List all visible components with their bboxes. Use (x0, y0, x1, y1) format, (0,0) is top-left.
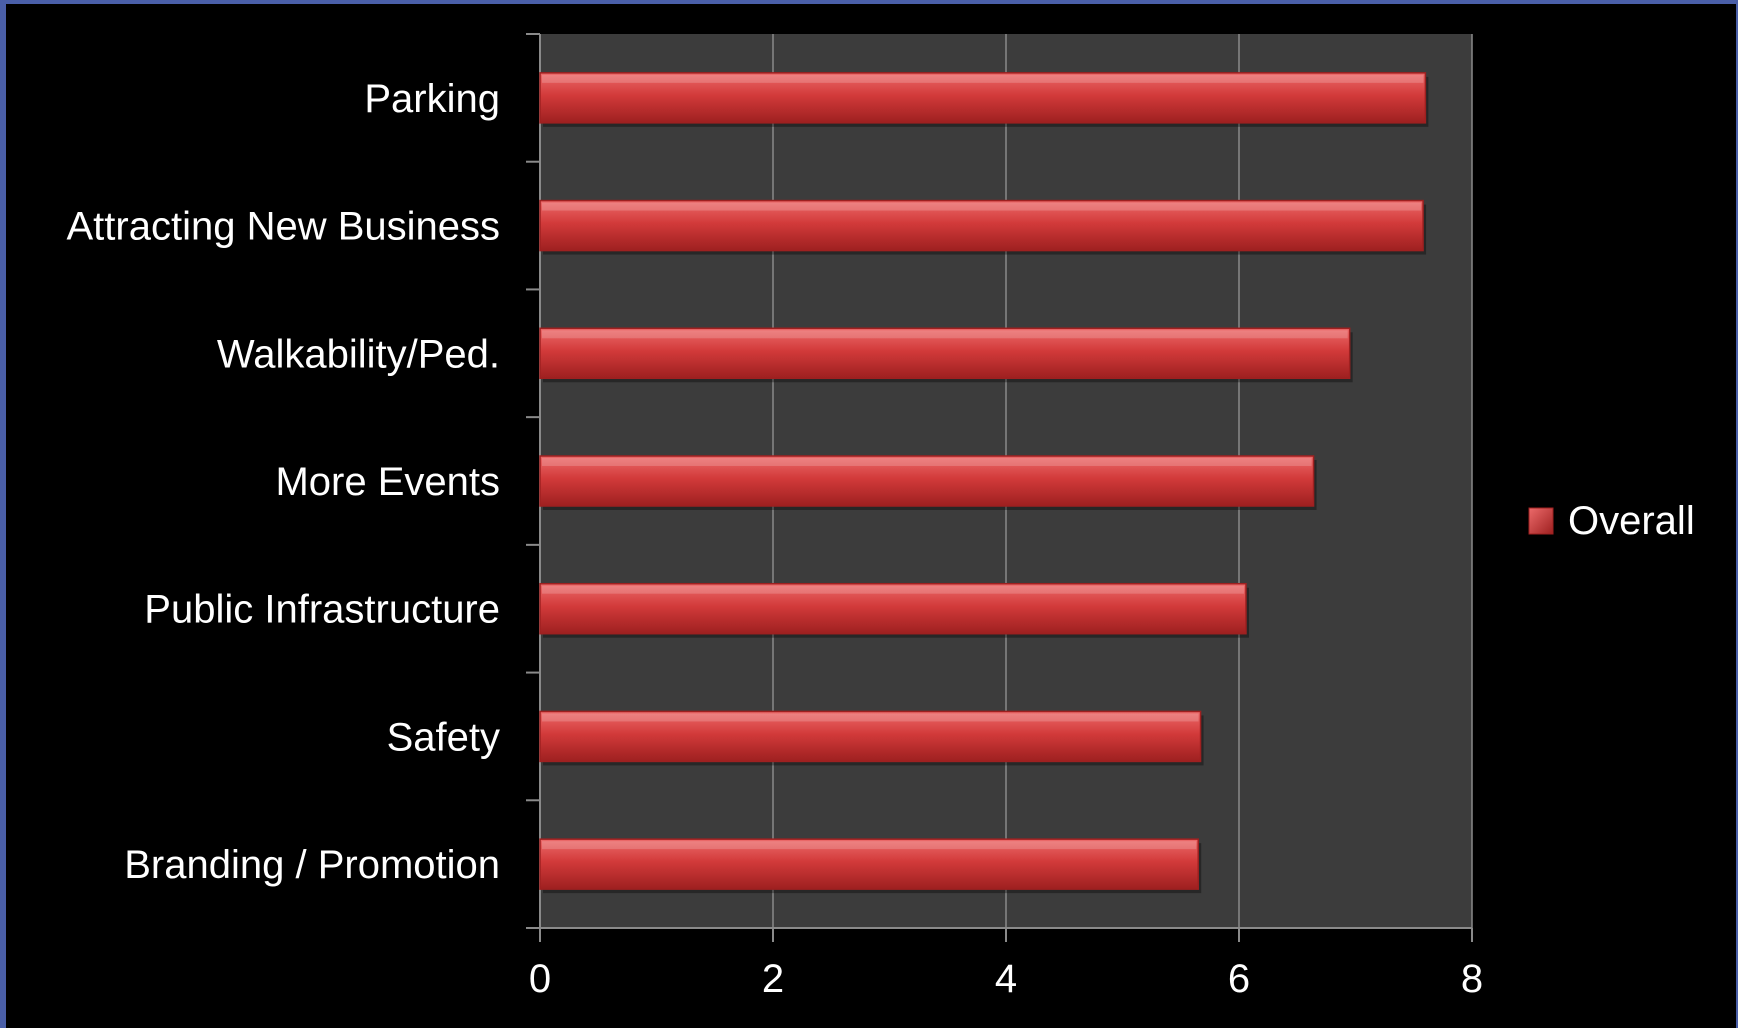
x-tick-label: 0 (529, 957, 551, 1001)
x-tick-label: 2 (762, 957, 784, 1001)
bar-safety (539, 710, 1202, 763)
bar-highlight (542, 841, 1197, 850)
bars (539, 72, 1429, 894)
category-labels: Parking Attracting New Business Walkabilit… (66, 77, 500, 887)
bar-chart: Parking Attracting New Business Walkabilit… (66, 33, 1695, 1001)
bar-more-events (539, 455, 1315, 507)
category-label: Parking (364, 77, 500, 121)
bar-highlight (542, 585, 1244, 594)
bar-highlight (542, 74, 1424, 83)
bar-highlight (542, 202, 1422, 211)
bar-parking (539, 72, 1427, 124)
x-tick-labels: 0 2 4 6 8 (529, 957, 1483, 1001)
bar-public-infrastructure (539, 582, 1247, 635)
bar-highlight (542, 458, 1312, 466)
legend: Overall (1528, 499, 1695, 543)
axes (526, 33, 1473, 942)
x-tick-label: 8 (1461, 957, 1483, 1001)
bar-branding-promotion (539, 838, 1199, 890)
legend-swatch (1528, 507, 1554, 535)
category-label: Branding / Promotion (124, 843, 500, 887)
category-label: Public Infrastructure (144, 588, 500, 632)
legend-label: Overall (1568, 499, 1695, 543)
bar-attracting-new-business (539, 199, 1424, 252)
x-tick-label: 6 (1228, 957, 1250, 1001)
bar-highlight (542, 330, 1348, 339)
bar-walkability-ped (539, 327, 1351, 380)
bar-highlight (542, 713, 1199, 722)
category-label: Safety (387, 715, 500, 759)
x-tick-label: 4 (995, 957, 1017, 1001)
category-label: Walkability/Ped. (217, 332, 500, 376)
category-label: Attracting New Business (66, 205, 500, 249)
category-label: More Events (275, 460, 500, 504)
